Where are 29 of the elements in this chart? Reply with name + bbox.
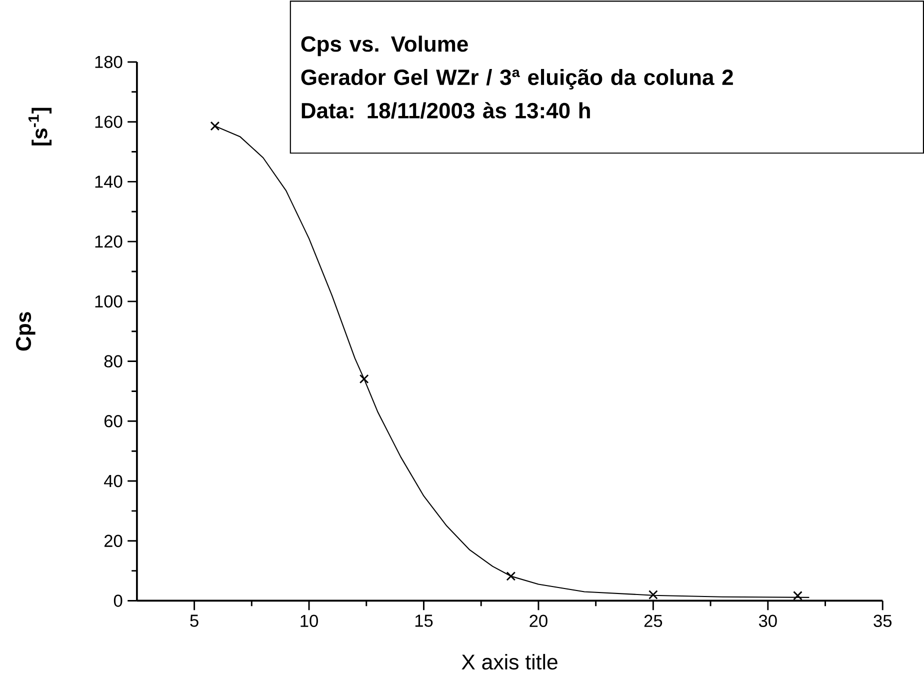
- x-tick-label: 30: [758, 614, 777, 628]
- y-tick-label: 180: [95, 56, 122, 68]
- text: [s$^{-1}$]: [28, 108, 52, 146]
- point: [210, 121, 220, 131]
- chart-title: Cps vs. Volume: [301, 36, 468, 56]
- y-tick-label: 80: [104, 355, 122, 368]
- y-tick-label: 120: [95, 236, 122, 248]
- y-tick-label: 20: [104, 534, 122, 548]
- y-tick-label: 40: [104, 475, 122, 488]
- point: [506, 572, 516, 582]
- annotation: Data: 18/11/2003 às 13:40 h: [302, 102, 590, 119]
- x-tick-label: 35: [874, 614, 892, 628]
- x-axis-title: X axis title: [462, 654, 558, 670]
- x-tick-label: 25: [644, 614, 662, 628]
- y-tick-label: 160: [95, 116, 122, 128]
- chart-subtitle: Gerador Gel WZr / 3ª eluição da coluna 2: [301, 69, 733, 90]
- line-series: [214, 126, 810, 598]
- point: [359, 374, 369, 384]
- y-tick-label: 140: [95, 176, 122, 188]
- x-tick-label: 5: [190, 614, 198, 628]
- y-tick-label: 100: [95, 295, 122, 308]
- point: [793, 591, 802, 600]
- x-tick-label: 10: [300, 614, 318, 628]
- point: [648, 590, 658, 600]
- x-tick-label: 15: [415, 614, 433, 628]
- y-axis-title: Cps: [16, 312, 36, 351]
- x-tick-label: 20: [530, 614, 548, 628]
- y-tick-label: 60: [104, 415, 122, 428]
- y-tick-label: 0: [114, 594, 122, 608]
